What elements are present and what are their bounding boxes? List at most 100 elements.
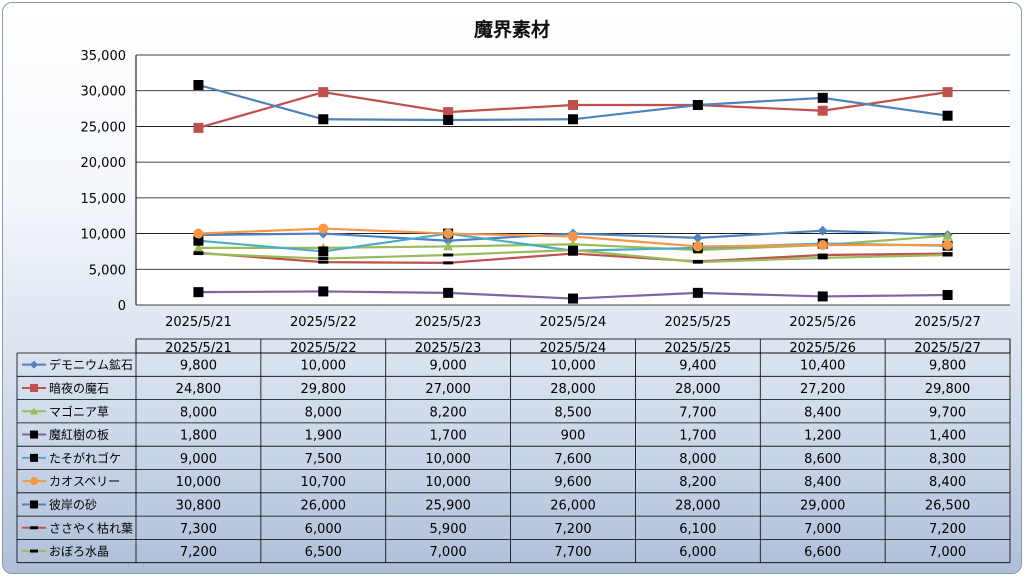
- table-header-cell: 2025/5/25: [665, 341, 732, 356]
- data-point: [193, 235, 204, 246]
- table-cell: 24,800: [176, 382, 222, 397]
- legend-entry: ささやく枯れ葉: [49, 520, 133, 535]
- data-point: [817, 253, 828, 257]
- data-point: [942, 87, 953, 98]
- table-cell: 8,000: [305, 405, 342, 420]
- table-cell: 7,000: [430, 545, 467, 560]
- data-point: [942, 240, 953, 250]
- data-point: [193, 80, 204, 90]
- table-cell: 7,700: [554, 545, 591, 560]
- data-point: [568, 100, 578, 110]
- y-tick-label: 15,000: [81, 192, 127, 207]
- data-point: [692, 232, 703, 243]
- data-point: [568, 293, 578, 304]
- line-chart: 0 5,000 10,000 15,000 20,000 25,000 30,000 35,0…: [16, 49, 1011, 564]
- data-point: [443, 228, 454, 239]
- legend-entry: おぼろ水晶: [49, 545, 109, 559]
- data-point: [817, 256, 828, 260]
- table-cell: 9,000: [430, 359, 467, 374]
- data-point: [817, 92, 828, 103]
- table-cell: 10,000: [425, 452, 471, 467]
- data-point: [692, 241, 703, 252]
- y-tick-label: 10,000: [81, 228, 127, 243]
- data-point: [193, 287, 204, 298]
- table-cell: 7,200: [180, 545, 217, 560]
- y-tick-label: 30,000: [81, 85, 127, 100]
- table-cell: 9,800: [929, 359, 966, 374]
- table-cell: 27,200: [800, 382, 846, 397]
- y-tick-label: 35,000: [81, 49, 127, 64]
- data-point: [443, 107, 454, 118]
- data-point: [692, 287, 703, 298]
- data-point: [443, 287, 454, 298]
- table-cell: 6,600: [804, 545, 841, 560]
- data-point: [568, 252, 578, 256]
- table-cell: 8,000: [180, 405, 217, 420]
- table-cell: 29,800: [301, 382, 347, 397]
- table-header-cell: 2025/5/24: [540, 341, 607, 356]
- data-point: [443, 241, 454, 251]
- data-point: [443, 115, 454, 125]
- table-cell: 7,000: [804, 522, 841, 537]
- data-point: [193, 252, 204, 256]
- data-point: [318, 87, 329, 98]
- table-cell: 9,600: [554, 475, 591, 490]
- data-table: 2025/5/21 2025/5/22 2025/5/23 2025/5/24 2025…: [16, 338, 1011, 564]
- table-cell: 28,000: [675, 382, 721, 397]
- x-tick-label: 2025/5/26: [789, 315, 856, 330]
- table-cell: 10,700: [301, 475, 347, 490]
- data-point: [318, 246, 329, 257]
- data-point: [318, 114, 329, 125]
- legend-entry: 魔紅樹の板: [49, 427, 109, 442]
- chart-title: 魔界素材: [473, 19, 550, 41]
- data-point: [193, 228, 204, 239]
- table-header-cell: 2025/5/22: [290, 341, 357, 356]
- y-tick-label: 5,000: [89, 263, 126, 278]
- x-tick-label: 2025/5/22: [290, 315, 357, 330]
- legend-entry: カオスベリー: [49, 475, 120, 489]
- table-cell: 1,800: [180, 429, 217, 444]
- data-point: [568, 114, 578, 125]
- data-point: [443, 261, 454, 265]
- data-point: [568, 231, 578, 242]
- table-cell: 10,000: [425, 475, 471, 490]
- table-cell: 10,000: [550, 359, 596, 374]
- table-cell: 26,000: [301, 498, 347, 513]
- table-header-cell: 2025/5/21: [165, 341, 232, 356]
- table-cell: 8,200: [430, 405, 467, 420]
- table-cell: 29,800: [925, 382, 971, 397]
- table-cell: 7,000: [929, 545, 966, 560]
- table-cell: 28,000: [550, 382, 596, 397]
- table-cell: 28,000: [675, 498, 721, 513]
- table-cell: 1,700: [430, 429, 467, 444]
- table-cell: 6,000: [305, 522, 342, 537]
- table-cell: 27,000: [425, 382, 471, 397]
- table-cell: 7,300: [180, 522, 217, 537]
- table-cell: 6,100: [679, 522, 716, 537]
- legend-key-marker: [30, 453, 38, 462]
- legend-key-marker: [30, 383, 38, 392]
- y-tick-label: 25,000: [81, 120, 127, 135]
- table-cell: 7,200: [554, 522, 591, 537]
- data-point: [318, 223, 329, 234]
- y-tick-label: 20,000: [81, 156, 127, 171]
- table-cell: 26,500: [925, 498, 971, 513]
- table-cell: 1,700: [679, 429, 716, 444]
- data-point: [817, 240, 828, 250]
- x-tick-label: 2025/5/25: [665, 315, 732, 330]
- table-cell: 10,000: [301, 359, 347, 374]
- data-point: [817, 225, 828, 236]
- table-cell: 7,200: [929, 522, 966, 537]
- table-cell: 8,000: [679, 452, 716, 467]
- table-cell: 30,800: [176, 498, 222, 513]
- x-tick-label: 2025/5/24: [540, 315, 607, 330]
- legend-entry: デモニウム鉱石: [49, 357, 133, 372]
- table-header-cell: 2025/5/23: [415, 341, 482, 356]
- data-point: [318, 260, 329, 264]
- legend-key-marker: [30, 549, 38, 553]
- table-header-cell: 2025/5/27: [914, 341, 981, 356]
- x-tick-label: 2025/5/23: [415, 315, 482, 330]
- data-point: [942, 290, 953, 300]
- table-cell: 900: [561, 429, 586, 444]
